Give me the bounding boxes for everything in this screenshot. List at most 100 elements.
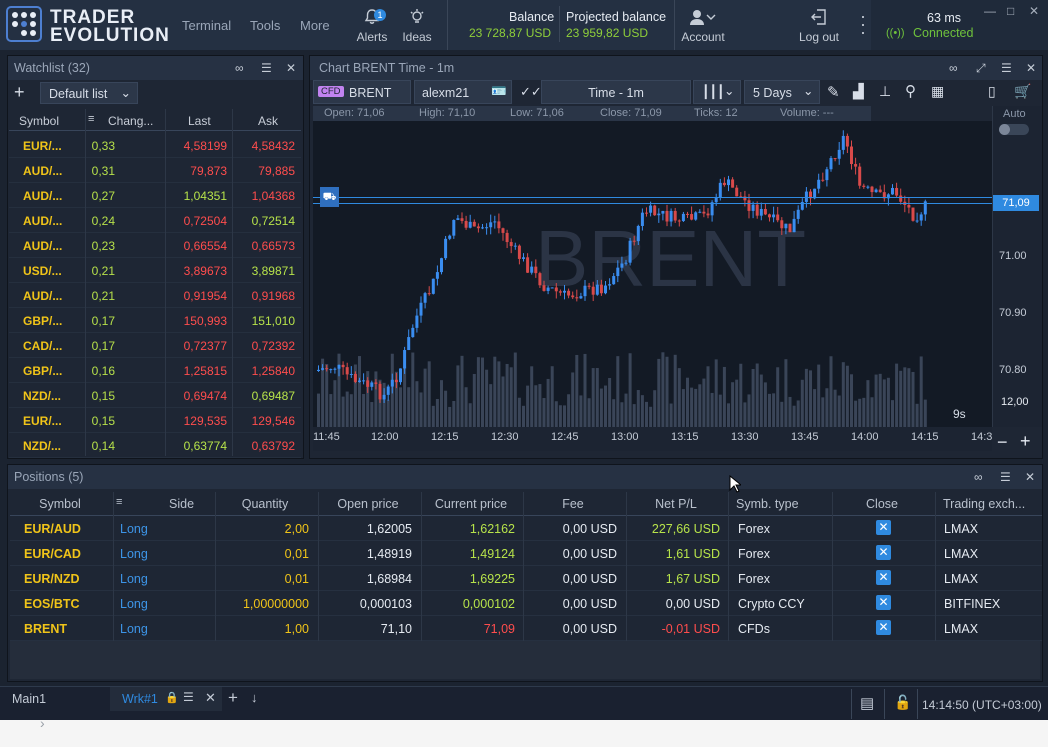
close-tab-icon[interactable]: ✕	[205, 690, 216, 705]
positions-col-header[interactable]: Quantity	[241, 497, 289, 511]
position-row[interactable]: EUR/CAD Long 0,01 1,48919 1,49124 0,00 USD 1,6…	[10, 541, 1042, 566]
close-position-button[interactable]: ✕	[876, 545, 891, 560]
close-icon[interactable]: ✕	[1025, 470, 1036, 484]
search-icon[interactable]: ⚲	[905, 83, 916, 100]
expand-icon[interactable]: ⤢	[976, 61, 986, 75]
position-row[interactable]: EUR/AUD Long 2,00 1,62005 1,62162 0,00 USD 227…	[10, 516, 1042, 541]
col-header-change[interactable]: Chang...	[108, 114, 154, 128]
close-window-icon[interactable]: ✕	[1029, 4, 1040, 18]
watchlist-row[interactable]: AUD/... 0,27 1,04351 1,04368	[9, 183, 301, 208]
alerts-button[interactable]: 1 Alerts	[354, 8, 390, 44]
positions-col-header[interactable]: Fee	[562, 497, 584, 511]
ideas-button[interactable]: Ideas	[400, 8, 434, 44]
logout-button[interactable]: Log out	[796, 8, 842, 44]
position-row[interactable]: BRENT Long 1,00 71,10 71,09 0,00 USD -0,01 USD…	[10, 616, 1042, 641]
panel-menu-icon[interactable]: ☰	[261, 61, 272, 75]
minimize-icon[interactable]: —	[984, 4, 996, 18]
ledger-icon[interactable]: ▤	[860, 695, 875, 712]
watchlist-row[interactable]: EUR/... 0,15 129,535 129,546	[9, 408, 301, 433]
bar-chart-icon[interactable]: ▟	[853, 83, 864, 99]
auto-scale-toggle[interactable]	[999, 124, 1029, 135]
menu-tools[interactable]: Tools	[250, 18, 281, 33]
menu-terminal[interactable]: Terminal	[182, 18, 232, 33]
watchlist-row[interactable]: NZD/... 0,14 0,63774 0,63792	[9, 433, 301, 458]
tab-main[interactable]: Main1	[12, 692, 47, 706]
timeframe-selector[interactable]: Time - 1m	[541, 80, 691, 104]
indicator-icon[interactable]: ⊥	[879, 83, 892, 99]
col-header-last[interactable]: Last	[188, 114, 211, 128]
positions-col-header[interactable]: Current price	[434, 497, 508, 511]
link-icon[interactable]: ∞	[974, 470, 983, 484]
tab-menu-icon[interactable]: ☰	[183, 690, 194, 704]
chart-plot-area[interactable]: BRENT 9s	[313, 121, 992, 427]
list-selector[interactable]: Default list ⌄	[40, 82, 138, 104]
unlock-icon[interactable]: 🔓	[894, 694, 912, 710]
positions-col-header[interactable]: Symb. type	[736, 497, 799, 511]
positions-col-header[interactable]: Close	[866, 497, 898, 511]
volume-bar	[874, 374, 878, 427]
watchlist-row[interactable]: USD/... 0,21 3,89673 3,89871	[9, 258, 301, 283]
positions-col-header[interactable]: Symbol	[39, 497, 81, 511]
positions-col-header[interactable]: Open price	[337, 497, 399, 511]
panel-menu-icon[interactable]: ☰	[1000, 470, 1011, 484]
sort-icon[interactable]: ≡	[116, 496, 123, 508]
watchlist-row[interactable]: AUD/... 0,21 0,91954 0,91968	[9, 283, 301, 308]
watchlist-row[interactable]: NZD/... 0,15 0,69474 0,69487	[9, 383, 301, 408]
watchlist-row[interactable]: GBP/... 0,17 150,993 151,010	[9, 308, 301, 333]
chevron-right-icon[interactable]: ›	[40, 715, 45, 731]
range-selector[interactable]: 5 Days ⌄	[744, 80, 820, 104]
sort-icon[interactable]: ≡	[88, 113, 95, 125]
col-header-ask[interactable]: Ask	[258, 114, 279, 128]
close-position-button[interactable]: ✕	[876, 520, 891, 535]
positions-col-header[interactable]: Trading exch...	[943, 497, 1026, 511]
watchlist-row[interactable]: AUD/... 0,24 0,72504 0,72514	[9, 208, 301, 233]
zoom-in-icon[interactable]: +	[1020, 431, 1031, 451]
menu-more[interactable]: More	[300, 18, 330, 33]
positions-col-header[interactable]: Net P/L	[655, 497, 697, 511]
watchlist-row[interactable]: EUR/... 0,33 4,58199 4,58432	[9, 133, 301, 158]
calendar-icon[interactable]: ▦	[931, 83, 945, 99]
position-row[interactable]: EUR/NZD Long 0,01 1,68984 1,69225 0,00 USD 1,6…	[10, 566, 1042, 591]
close-icon[interactable]: ✕	[286, 61, 297, 75]
watchlist-row[interactable]: CAD/... 0,17 0,72377 0,72392	[9, 333, 301, 358]
tab-workspace[interactable]: Wrk#1 🔒 ☰ ✕	[110, 687, 222, 711]
download-icon[interactable]: ↓	[251, 690, 258, 705]
watchlist-symbol: AUD/...	[23, 214, 63, 228]
position-row[interactable]: EOS/BTC Long 1,00000000 0,000103 0,000102 0,0…	[10, 591, 1042, 616]
auto-scale-label[interactable]: Auto	[1003, 108, 1026, 120]
position-net-pl: 227,66 USD	[651, 522, 720, 536]
order-button[interactable]: ⛟	[320, 187, 339, 207]
add-icon[interactable]: +	[14, 82, 25, 102]
position-net-pl: -0,01 USD	[661, 622, 720, 636]
pencil-icon[interactable]: ✎	[827, 84, 840, 101]
close-position-button[interactable]: ✕	[876, 595, 891, 610]
link-icon[interactable]: ∞	[949, 61, 958, 75]
cart-icon[interactable]: 🛒	[1014, 83, 1032, 99]
volume-bar	[878, 373, 882, 427]
volume-bar	[530, 366, 534, 427]
countdown-label: 9s	[953, 407, 966, 421]
positions-col-header[interactable]: Side	[169, 497, 195, 511]
chart-type-selector[interactable]: ┃┃┃ ⌄	[693, 80, 741, 104]
watchlist-row[interactable]: GBP/... 0,16 1,25815 1,25840	[9, 358, 301, 383]
indicator-toggle-icon[interactable]: ✓✓	[520, 84, 542, 99]
close-position-button[interactable]: ✕	[876, 620, 891, 635]
watchlist-row[interactable]: AUD/... 0,31 79,873 79,885	[9, 158, 301, 183]
maximize-icon[interactable]: □	[1007, 4, 1015, 18]
tab-workspace-label: Wrk#1	[122, 692, 158, 706]
account-button[interactable]: Account	[678, 8, 728, 44]
watchlist-row[interactable]: AUD/... 0,23 0,66554 0,66573	[9, 233, 301, 258]
lock-icon[interactable]: 🔒	[165, 692, 179, 704]
col-header-symbol[interactable]: Symbol	[19, 114, 60, 128]
account-selector[interactable]: alexm21 🪪	[414, 80, 512, 104]
zoom-out-icon[interactable]: −	[997, 432, 1008, 452]
panel-menu-icon[interactable]: ☰	[1001, 61, 1012, 75]
symbol-selector[interactable]: CFD BRENT	[313, 80, 411, 104]
kebab-menu-icon[interactable]: · · ·	[860, 6, 866, 42]
info-close: Close: 71,09	[600, 107, 662, 119]
close-position-button[interactable]: ✕	[876, 570, 891, 585]
add-tab-icon[interactable]: +	[228, 688, 238, 707]
mobile-icon[interactable]: ▯	[988, 83, 996, 99]
link-icon[interactable]: ∞	[235, 61, 244, 75]
close-icon[interactable]: ✕	[1026, 61, 1037, 75]
